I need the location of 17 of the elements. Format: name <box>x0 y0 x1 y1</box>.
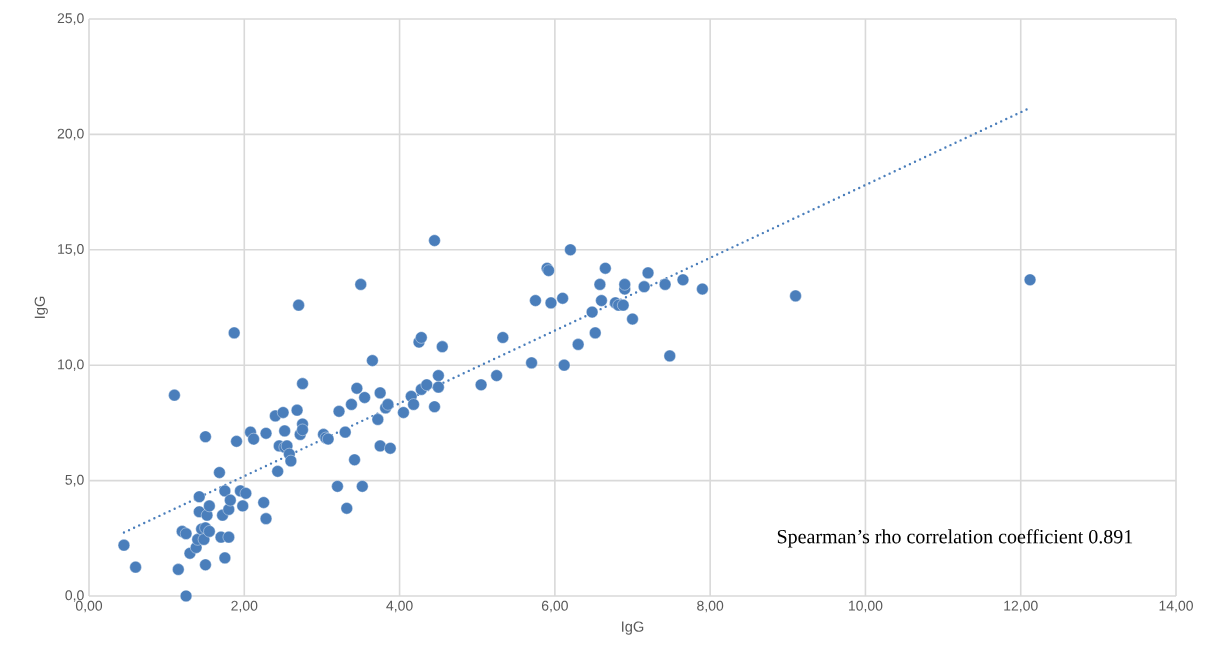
y-tick-label: 10,0 <box>58 359 84 371</box>
annotation: Spearman’s rho correlation coefficient 0.891 <box>777 529 1133 548</box>
x-tick-label: 4,00 <box>386 600 413 613</box>
x-tick-label: 0,00 <box>75 600 103 613</box>
x-tick-label: 8,00 <box>697 600 724 613</box>
y-tick-label: 25,0 <box>57 13 84 25</box>
x-tick-label: 14,00 <box>1159 600 1193 613</box>
y-tick-label: 15,0 <box>58 244 84 256</box>
y-tick-label: 0,0 <box>65 590 84 602</box>
x-tick-label: 12,00 <box>1004 600 1038 613</box>
y-tick-label: 5,0 <box>65 474 84 487</box>
x-tick-label: 2,00 <box>231 600 258 613</box>
x-tick-label: 6,00 <box>541 600 568 613</box>
y-tick-label: 20,0 <box>57 128 84 141</box>
x-tick-label: 10,00 <box>848 600 883 613</box>
x-axis-title: IgG <box>622 621 644 635</box>
y-axis-title: IgG <box>34 296 48 318</box>
